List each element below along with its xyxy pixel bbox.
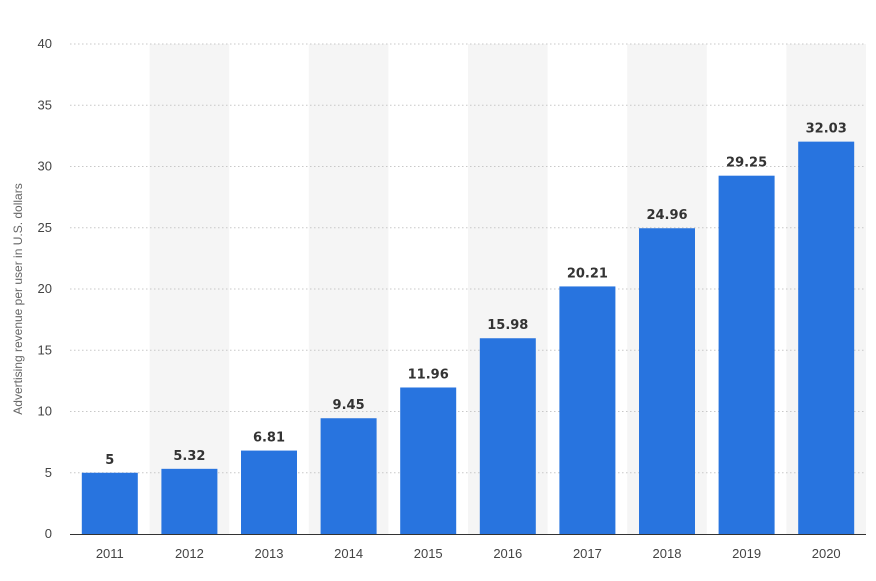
data-label: 32.03 — [806, 122, 847, 137]
bar[interactable] — [718, 175, 775, 534]
bar[interactable] — [320, 418, 377, 534]
y-tick-label: 15 — [38, 342, 52, 357]
x-tick-label: 2019 — [732, 546, 761, 561]
y-tick-label: 25 — [38, 220, 52, 235]
y-tick-label: 5 — [45, 465, 52, 480]
data-label: 29.25 — [726, 156, 767, 171]
x-tick-label: 2017 — [573, 546, 602, 561]
bar[interactable] — [81, 472, 138, 534]
data-label: 6.81 — [253, 431, 285, 446]
y-tick-label: 30 — [38, 159, 52, 174]
bar[interactable] — [400, 387, 457, 534]
y-tick-label: 10 — [38, 404, 52, 419]
data-label: 15.98 — [487, 318, 528, 333]
value-labels: 5 5.32 6.81 9.45 11.96 15.98 20.21 24.96 29.25 32… — [105, 122, 846, 468]
data-label: 24.96 — [646, 208, 687, 223]
bar[interactable] — [639, 228, 695, 535]
data-label: 5.32 — [173, 449, 205, 464]
x-tick-label: 2013 — [255, 546, 284, 561]
y-tick-label: 20 — [38, 281, 52, 296]
y-tick-label: 0 — [45, 526, 52, 541]
x-tick-label: 2018 — [653, 546, 682, 561]
y-axis-ticks: 0 5 10 15 20 25 30 35 40 — [38, 36, 52, 541]
bar[interactable] — [798, 141, 855, 534]
y-axis-title: Advertising revenue per user in U.S. dol… — [11, 183, 25, 414]
bars — [81, 141, 855, 535]
bar[interactable] — [559, 286, 616, 534]
y-tick-label: 40 — [38, 36, 52, 51]
y-tick-label: 35 — [38, 97, 52, 112]
x-tick-label: 2020 — [812, 546, 841, 561]
x-tick-label: 2011 — [96, 546, 124, 561]
x-tick-label: 2014 — [334, 546, 363, 561]
data-label: 5 — [105, 453, 114, 468]
bar[interactable] — [241, 450, 297, 534]
bar[interactable] — [161, 468, 218, 534]
x-axis-ticks: 2011 2012 2013 2014 2015 2016 2017 2018 2019 2020 — [96, 546, 841, 561]
data-label: 9.45 — [333, 398, 365, 413]
x-tick-label: 2016 — [493, 546, 522, 561]
x-tick-label: 2015 — [414, 546, 443, 561]
data-label: 20.21 — [567, 266, 608, 281]
data-label: 11.96 — [408, 367, 449, 382]
bar[interactable] — [479, 338, 536, 534]
x-tick-label: 2012 — [175, 546, 204, 561]
